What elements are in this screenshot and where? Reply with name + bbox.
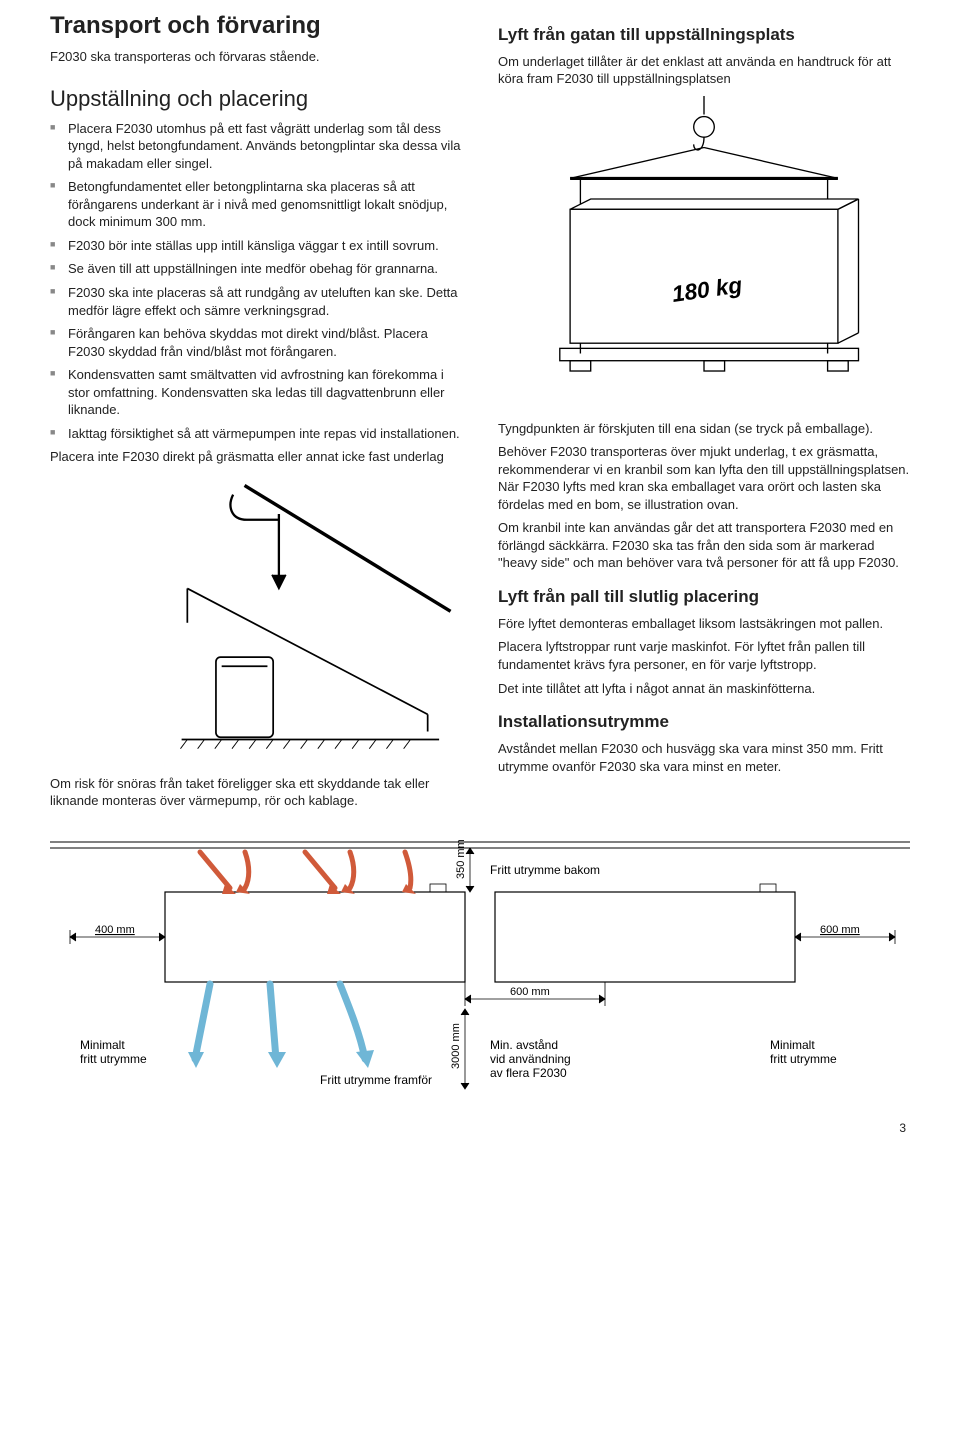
installation-clearance-diagram: 350 mm Fritt utrymme bakom: [50, 834, 910, 1109]
snow-caption: Om risk för snöras från taket föreligger…: [50, 775, 462, 810]
paragraph: Om underlaget tillåter är det enklast at…: [498, 53, 910, 88]
right-column: Lyft från gatan till uppställningsplats …: [498, 10, 910, 816]
list-item: F2030 ska inte placeras så att rundgång …: [50, 284, 462, 319]
list-item: Se även till att uppställningen inte med…: [50, 260, 462, 278]
heading-lift-street: Lyft från gatan till uppställningsplats: [498, 24, 910, 47]
paragraph: Det inte tillåtet att lyfta i något anna…: [498, 680, 910, 698]
dim-350: 350 mm: [455, 839, 467, 879]
heading-install-space: Installationsutrymme: [498, 711, 910, 734]
paragraph: Tyngdpunkten är förskjuten till ena sida…: [498, 420, 910, 438]
paragraph: Placera lyftstroppar runt varje maskinfo…: [498, 638, 910, 673]
placement-list: Placera F2030 utomhus på ett fast vågrät…: [50, 120, 462, 443]
paragraph: Före lyftet demonteras emballaget liksom…: [498, 615, 910, 633]
dim-600-right: 600 mm: [820, 924, 860, 936]
list-item: Kondensvatten samt smältvatten vid avfro…: [50, 366, 462, 419]
dim-400: 400 mm: [95, 924, 135, 936]
label-front: Fritt utrymme framför: [320, 1073, 432, 1087]
label-min-right: Minimaltfritt utrymme: [770, 1038, 837, 1066]
heading-placement: Uppställning och placering: [50, 84, 462, 114]
list-item: Iakttag försiktighet så att värmepumpen …: [50, 425, 462, 443]
label-multi: Min. avståndvid användningav flera F2030: [490, 1038, 571, 1080]
heading-transport: Transport och förvaring: [50, 10, 462, 42]
label-min-left: Minimaltfritt utrymme: [80, 1038, 147, 1066]
list-item: Förångaren kan behöva skyddas mot direkt…: [50, 325, 462, 360]
paragraph: Om kranbil inte kan användas går det att…: [498, 519, 910, 572]
paragraph: Behöver F2030 transporteras över mjukt u…: [498, 443, 910, 513]
subtitle-transport: F2030 ska transporteras och förvaras stå…: [50, 48, 462, 66]
paragraph: Avståndet mellan F2030 och husvägg ska v…: [498, 740, 910, 775]
snow-roof-diagram: [50, 474, 462, 765]
page-number: 3: [50, 1120, 910, 1136]
label-behind: Fritt utrymme bakom: [490, 863, 600, 877]
dim-3000: 3000 mm: [450, 1023, 462, 1069]
heading-lift-pallet: Lyft från pall till slutlig placering: [498, 586, 910, 609]
dim-600-between: 600 mm: [510, 986, 550, 998]
list-item: Placera F2030 utomhus på ett fast vågrät…: [50, 120, 462, 173]
after-list-note: Placera inte F2030 direkt på gräsmatta e…: [50, 448, 462, 466]
crane-lift-diagram: 180 kg: [498, 96, 910, 410]
list-item: Betongfundamentet eller betongplintarna …: [50, 178, 462, 231]
list-item: F2030 bör inte ställas upp intill känsli…: [50, 237, 462, 255]
left-column: Transport och förvaring F2030 ska transp…: [50, 10, 462, 816]
